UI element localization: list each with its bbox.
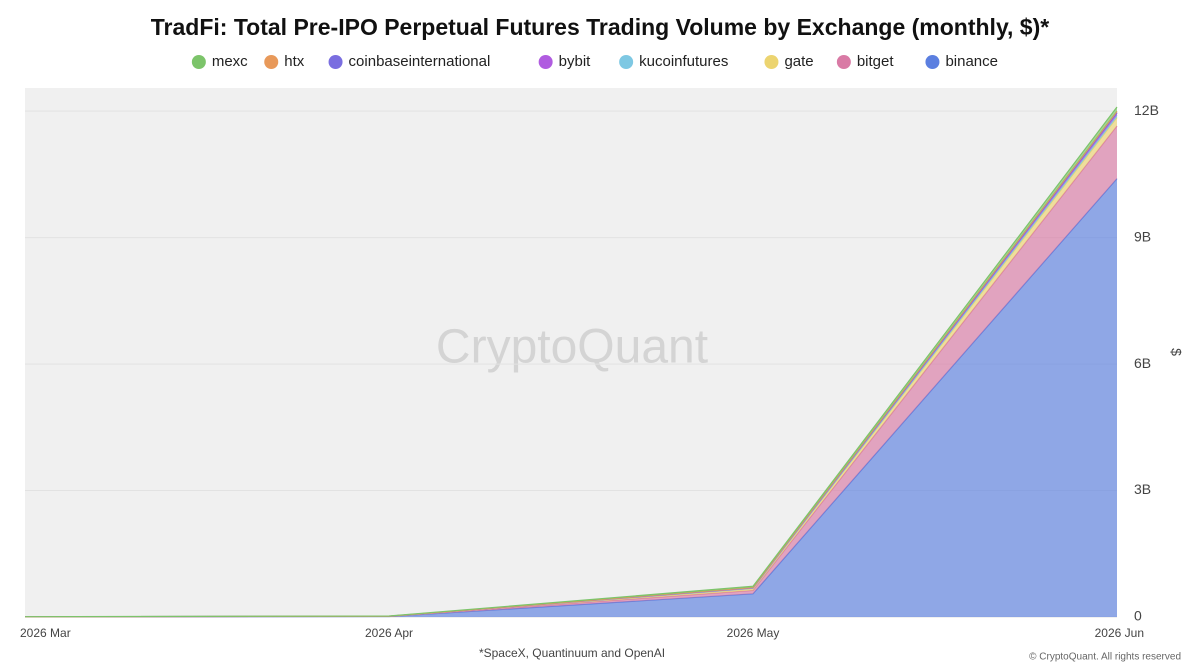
x-tick-label: 2026 May	[727, 626, 780, 640]
area-edge	[24, 106, 1118, 618]
y-tick-label: 3B	[1134, 481, 1151, 497]
legend-label: bitget	[857, 53, 895, 70]
x-tick-label: 2026 Apr	[365, 626, 413, 640]
legend-marker	[328, 55, 343, 69]
legend-label: binance	[945, 53, 998, 70]
area	[25, 178, 1117, 618]
legend-marker	[619, 55, 634, 69]
footnote: *SpaceX, Quantinuum and OpenAI	[479, 646, 665, 660]
legend-label: bybit	[559, 53, 592, 70]
y-tick-label: 12B	[1134, 102, 1159, 118]
copyright: © CryptoQuant. All rights reserved	[1029, 652, 1181, 663]
legend-marker	[264, 55, 279, 69]
x-tick-label: 2026 Mar	[20, 626, 71, 640]
y-axis-label: $	[1168, 348, 1184, 356]
y-tick-label: 0	[1134, 608, 1142, 624]
y-tick-label: 9B	[1134, 228, 1151, 244]
legend-label: htx	[284, 53, 305, 70]
legend-marker	[538, 55, 553, 69]
legend-label: kucoinfutures	[639, 53, 728, 70]
legend-marker	[925, 55, 940, 69]
legend-marker	[836, 55, 851, 69]
legend-label: coinbaseinternational	[349, 53, 491, 70]
y-tick-label: 6B	[1134, 355, 1151, 371]
legend-label: mexc	[212, 53, 248, 70]
chart-title: TradFi: Total Pre-IPO Perpetual Futures …	[151, 14, 1049, 40]
legend: mexc htx coinbaseinternational bybit kucoinf…	[191, 53, 998, 70]
watermark: CryptoQuant	[436, 321, 708, 374]
legend-marker	[191, 55, 206, 69]
legend-marker	[764, 55, 779, 69]
x-tick-label: 2026 Jun	[1095, 626, 1144, 640]
legend-label: gate	[784, 53, 813, 70]
